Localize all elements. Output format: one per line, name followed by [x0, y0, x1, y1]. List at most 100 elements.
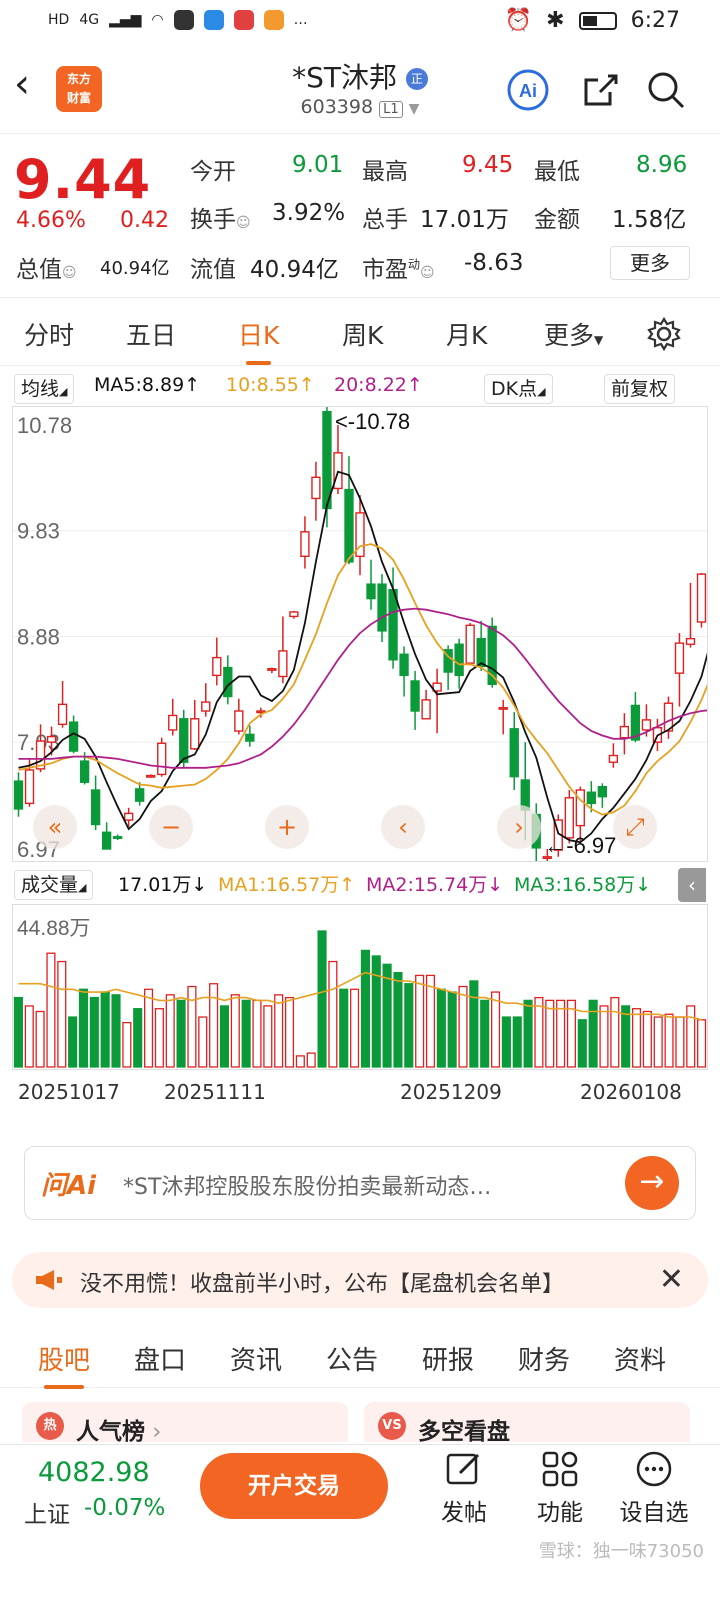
tab-five-day[interactable]: 五日	[126, 321, 177, 350]
volume-bar-up	[230, 994, 240, 1068]
volume-bar-up	[415, 974, 425, 1068]
fullscreen-button[interactable]: ⤢	[613, 805, 657, 849]
settings-gear-icon[interactable]	[646, 316, 682, 352]
volume-bar-up	[328, 960, 338, 1068]
volume-bar-down	[176, 999, 186, 1068]
market-cap-value: 40.94亿	[100, 258, 170, 279]
candle-down	[410, 680, 420, 712]
popularity-rank-card[interactable]: 热 人气榜 ›	[22, 1402, 348, 1442]
pan-right-button[interactable]: ›	[497, 805, 541, 849]
volume-bar-up	[122, 1021, 132, 1068]
volume-bar-up	[187, 985, 197, 1068]
zoom-out-button[interactable]: −	[149, 805, 193, 849]
functions-label: 功能	[537, 1500, 583, 1526]
ask-ai-box[interactable]: 问Ai *ST沐邦控股股东股份拍卖最新动态… →	[24, 1146, 696, 1220]
ma5-line	[18, 470, 714, 844]
turnover-value: 3.92%	[272, 200, 346, 226]
candle-up	[157, 742, 167, 776]
low-value: 8.96	[636, 152, 688, 178]
candle-down	[586, 791, 596, 805]
volume-bar-down	[404, 983, 414, 1068]
candle-up	[498, 706, 508, 710]
stock-code[interactable]: 603398 L1 ▼	[0, 96, 720, 118]
volume-ma3: MA3:16.58万↓	[514, 874, 652, 896]
adjust-toggle[interactable]: 前复权	[604, 374, 676, 404]
tab-orderbook[interactable]: 盘口	[134, 1346, 187, 1376]
search-icon[interactable]	[644, 68, 688, 112]
change-percent: 4.66%	[16, 208, 86, 233]
close-icon[interactable]: ✕	[658, 1262, 684, 1297]
volume-bar-up	[425, 974, 436, 1068]
dk-point-toggle[interactable]: DK点◢	[484, 374, 553, 404]
set-watchlist-button[interactable]: 设自选	[614, 1449, 694, 1527]
stock-name-text: *ST沐邦	[292, 61, 397, 94]
verified-badge: 正	[405, 68, 428, 90]
promo-banner[interactable]: 没不用慌！收盘前半小时，公布【尾盘机会名单】 ✕	[12, 1252, 708, 1308]
tab-financials[interactable]: 财务	[518, 1346, 571, 1376]
candle-down	[90, 789, 101, 826]
tab-forum[interactable]: 股吧	[38, 1340, 90, 1389]
volume-bar-up	[24, 1005, 34, 1068]
index-change: -0.07%	[84, 1495, 166, 1521]
candle-down	[443, 649, 453, 673]
ai-assistant-icon[interactable]: Ai	[506, 68, 550, 112]
collapse-panel-button[interactable]: ‹	[678, 868, 706, 902]
volume-bar-down	[100, 991, 110, 1068]
volume-bar-up	[697, 1019, 707, 1068]
date-label: 20251017	[18, 1080, 120, 1104]
turnover-label[interactable]: 换手☺	[190, 207, 251, 233]
volume-svg: 44.88万	[13, 917, 707, 1068]
candle-up	[696, 573, 707, 623]
ma10-value: 10:8.55↑	[226, 374, 315, 396]
tab-weekly-k[interactable]: 周K	[342, 321, 384, 350]
bull-bear-card[interactable]: VS 多空看盘	[364, 1402, 690, 1442]
status-bar: HD 4G ▂▄▆ ◠ … ⏰ ✱ 6:27	[0, 0, 720, 46]
candle-up	[234, 710, 244, 732]
more-circle-icon	[636, 1451, 672, 1487]
pe-label[interactable]: 市盈动☺	[362, 257, 435, 283]
candle-up	[674, 642, 685, 674]
zoom-far-left-button[interactable]: «	[33, 805, 77, 849]
volume-bar-down	[68, 1016, 78, 1068]
volume-bar-up	[556, 999, 566, 1068]
tab-more[interactable]: 更多▼	[544, 321, 604, 350]
market-cap-label[interactable]: 总值☺	[16, 257, 77, 283]
tab-news[interactable]: 资讯	[230, 1346, 283, 1376]
candle-up	[201, 701, 211, 712]
tab-intraday[interactable]: 分时	[24, 321, 75, 350]
candle-up	[311, 476, 321, 500]
battery-icon	[578, 11, 617, 30]
high-value: 9.45	[462, 152, 514, 178]
ma-toggle[interactable]: 均线◢	[14, 374, 75, 404]
volume-chart[interactable]: 44.88万	[12, 904, 708, 1070]
candle-down	[79, 760, 90, 783]
volume-max-label: 44.88万	[17, 917, 91, 940]
kline-chart[interactable]: 10.789.838.887.936.97<-10.78←-6.97 «−+‹›…	[12, 400, 714, 868]
hd-indicator: HD	[48, 12, 70, 28]
more-quote-button[interactable]: 更多	[610, 246, 690, 280]
volume-bar-down	[436, 988, 446, 1068]
ask-ai-logo: 问Ai	[41, 1171, 97, 1201]
candle-down	[344, 488, 354, 563]
pan-left-button[interactable]: ‹	[381, 805, 425, 849]
arrow-right-icon[interactable]: →	[625, 1156, 679, 1210]
candle-down	[597, 785, 608, 798]
tab-monthly-k[interactable]: 月K	[446, 321, 488, 350]
zoom-in-button[interactable]: +	[265, 805, 309, 849]
tab-profile[interactable]: 资料	[614, 1346, 667, 1376]
pe-value: -8.63	[464, 250, 524, 276]
candle-down	[487, 625, 497, 685]
tab-daily-k[interactable]: 日K	[238, 316, 279, 365]
back-icon[interactable]: ‹	[14, 61, 30, 107]
tab-research[interactable]: 研报	[422, 1346, 475, 1376]
tab-announcements[interactable]: 公告	[326, 1346, 379, 1376]
volume-indicator-toggle[interactable]: 成交量◢	[14, 870, 94, 900]
open-account-trade-button[interactable]: 开户交易	[200, 1453, 388, 1519]
post-button[interactable]: 发帖	[424, 1449, 504, 1527]
date-label: 20251111	[164, 1080, 266, 1104]
signal-icon: ▂▄▆	[109, 12, 142, 28]
chart-period-tabs: 分时 五日 日K 周K 月K 更多▼	[0, 302, 720, 366]
edit-icon	[446, 1453, 480, 1485]
share-icon[interactable]	[578, 68, 622, 112]
functions-button[interactable]: 功能	[520, 1449, 600, 1527]
